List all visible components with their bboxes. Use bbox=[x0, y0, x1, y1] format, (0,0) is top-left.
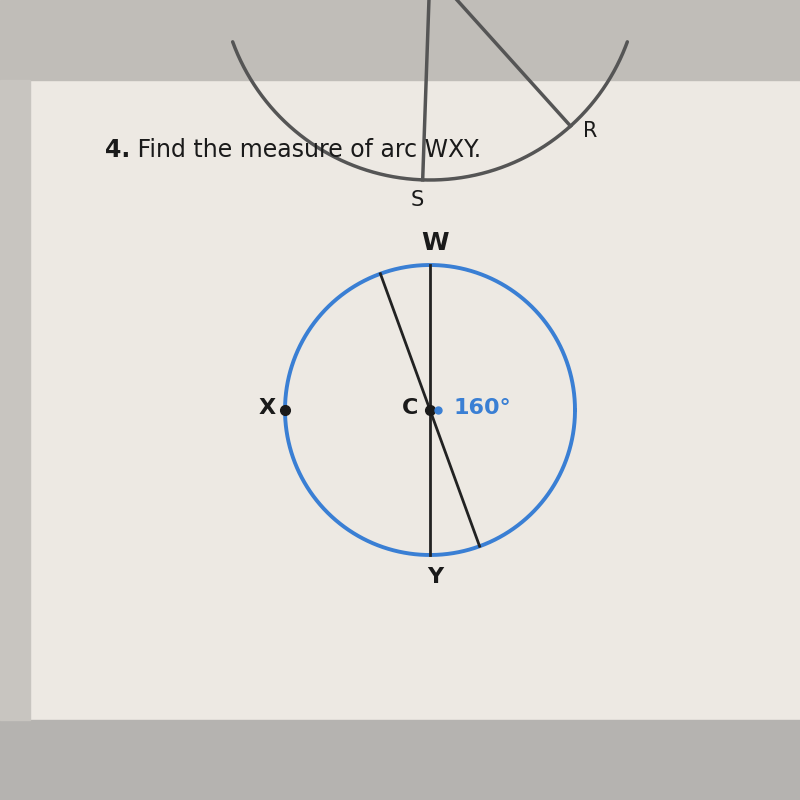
Text: X: X bbox=[258, 398, 275, 418]
Text: Y: Y bbox=[427, 567, 443, 587]
Text: 160°: 160° bbox=[453, 398, 511, 418]
Bar bbox=[0, 80, 800, 720]
Bar bbox=[0, 720, 800, 800]
Text: 4.: 4. bbox=[105, 138, 130, 162]
Text: Find the measure of arc WXY.: Find the measure of arc WXY. bbox=[130, 138, 481, 162]
Text: C: C bbox=[402, 398, 418, 418]
Text: W: W bbox=[421, 231, 449, 255]
Bar bbox=[0, 0, 800, 80]
Text: S: S bbox=[411, 190, 424, 210]
Text: R: R bbox=[583, 121, 598, 141]
Bar bbox=[0, 80, 30, 720]
